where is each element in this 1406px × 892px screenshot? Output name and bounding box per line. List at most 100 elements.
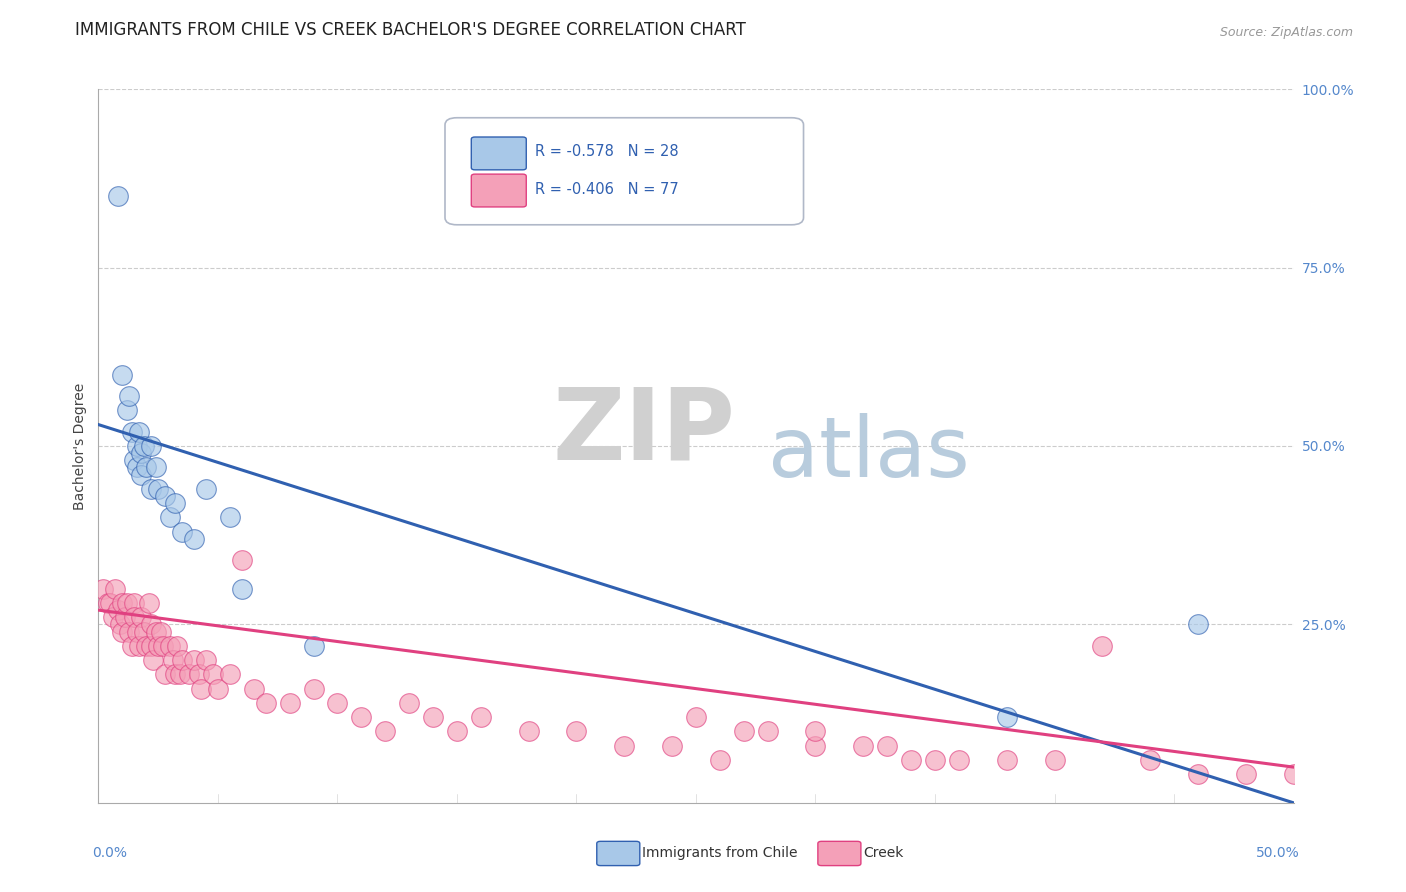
Point bbox=[302, 681, 325, 696]
Point bbox=[118, 389, 141, 403]
Point bbox=[131, 467, 153, 482]
Point bbox=[1187, 767, 1209, 781]
Point bbox=[128, 639, 150, 653]
Text: 50.0%: 50.0% bbox=[1256, 846, 1299, 860]
Point bbox=[183, 653, 205, 667]
Point bbox=[326, 696, 349, 710]
Point bbox=[139, 617, 162, 632]
Point bbox=[121, 639, 143, 653]
Point bbox=[111, 596, 134, 610]
Point bbox=[139, 639, 162, 653]
Point bbox=[207, 681, 229, 696]
Point bbox=[995, 753, 1018, 767]
Point bbox=[163, 667, 186, 681]
Point bbox=[231, 582, 253, 596]
Point bbox=[139, 482, 162, 496]
Text: 0.0%: 0.0% bbox=[93, 846, 128, 860]
Point bbox=[97, 596, 120, 610]
Point bbox=[398, 696, 420, 710]
Point bbox=[148, 639, 170, 653]
Point bbox=[470, 710, 492, 724]
Point bbox=[948, 753, 970, 767]
Point bbox=[924, 753, 946, 767]
Point bbox=[243, 681, 266, 696]
Point bbox=[124, 453, 146, 467]
Point bbox=[91, 582, 114, 596]
Point bbox=[195, 482, 218, 496]
Point bbox=[114, 610, 136, 624]
FancyBboxPatch shape bbox=[596, 841, 640, 865]
FancyBboxPatch shape bbox=[471, 174, 526, 207]
Point bbox=[152, 639, 174, 653]
Point bbox=[187, 667, 209, 681]
Point bbox=[661, 739, 683, 753]
Point bbox=[138, 596, 160, 610]
Text: Immigrants from Chile: Immigrants from Chile bbox=[643, 847, 797, 861]
Point bbox=[135, 460, 157, 475]
Point bbox=[278, 696, 301, 710]
Point bbox=[128, 425, 150, 439]
Point bbox=[132, 624, 155, 639]
Point bbox=[565, 724, 588, 739]
Point bbox=[148, 482, 170, 496]
Point bbox=[1091, 639, 1114, 653]
Point bbox=[131, 446, 153, 460]
Point bbox=[685, 710, 707, 724]
Point bbox=[1043, 753, 1066, 767]
Point bbox=[169, 667, 191, 681]
Point bbox=[350, 710, 373, 724]
Point bbox=[132, 439, 155, 453]
Point bbox=[124, 610, 146, 624]
Point bbox=[709, 753, 731, 767]
Point bbox=[900, 753, 922, 767]
Point bbox=[852, 739, 875, 753]
Point bbox=[876, 739, 898, 753]
Point bbox=[159, 639, 181, 653]
Point bbox=[183, 532, 205, 546]
Point bbox=[1139, 753, 1161, 767]
Point bbox=[172, 653, 194, 667]
Text: Source: ZipAtlas.com: Source: ZipAtlas.com bbox=[1220, 26, 1354, 39]
Point bbox=[125, 439, 148, 453]
Point bbox=[139, 439, 162, 453]
Text: IMMIGRANTS FROM CHILE VS CREEK BACHELOR'S DEGREE CORRELATION CHART: IMMIGRANTS FROM CHILE VS CREEK BACHELOR'… bbox=[75, 21, 745, 39]
Point bbox=[118, 624, 141, 639]
Point bbox=[517, 724, 540, 739]
Point bbox=[804, 724, 827, 739]
Point bbox=[202, 667, 225, 681]
Point bbox=[111, 624, 134, 639]
Point bbox=[219, 510, 242, 524]
Point bbox=[172, 524, 194, 539]
Point bbox=[1234, 767, 1257, 781]
Point bbox=[302, 639, 325, 653]
Point bbox=[1282, 767, 1305, 781]
Point bbox=[124, 596, 146, 610]
Y-axis label: Bachelor's Degree: Bachelor's Degree bbox=[73, 383, 87, 509]
Point bbox=[145, 460, 167, 475]
FancyBboxPatch shape bbox=[471, 137, 526, 169]
Point bbox=[995, 710, 1018, 724]
Point bbox=[101, 610, 124, 624]
Point bbox=[166, 639, 188, 653]
Text: R = -0.578   N = 28: R = -0.578 N = 28 bbox=[534, 145, 678, 160]
Point bbox=[733, 724, 755, 739]
Point bbox=[121, 425, 143, 439]
Point bbox=[231, 553, 253, 567]
Point bbox=[131, 610, 153, 624]
Point bbox=[159, 510, 181, 524]
Point bbox=[756, 724, 779, 739]
Point bbox=[145, 624, 167, 639]
Point bbox=[613, 739, 636, 753]
Point bbox=[125, 624, 148, 639]
Point bbox=[162, 653, 184, 667]
Point bbox=[195, 653, 218, 667]
Point bbox=[446, 724, 468, 739]
Point bbox=[804, 739, 827, 753]
Point bbox=[98, 596, 122, 610]
FancyBboxPatch shape bbox=[818, 841, 860, 865]
Point bbox=[135, 639, 157, 653]
Point bbox=[219, 667, 242, 681]
Text: R = -0.406   N = 77: R = -0.406 N = 77 bbox=[534, 182, 678, 196]
Point bbox=[111, 368, 134, 382]
Point bbox=[155, 667, 177, 681]
